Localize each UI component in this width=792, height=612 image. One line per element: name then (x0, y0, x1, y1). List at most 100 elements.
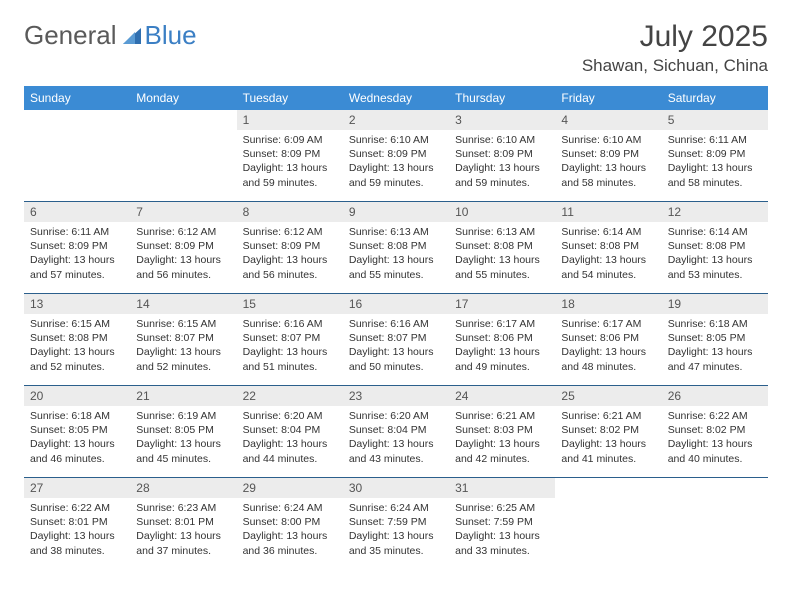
day-number: 20 (24, 386, 130, 406)
day-number: 12 (662, 202, 768, 222)
daylight-text: Daylight: 13 hours (349, 345, 443, 359)
daylight-text: Daylight: 13 hours (243, 437, 337, 451)
day-number: 17 (449, 294, 555, 314)
day-number (24, 110, 130, 130)
sunset-text: Sunset: 8:07 PM (136, 331, 230, 345)
daylight-text: Daylight: 13 hours (561, 437, 655, 451)
daylight-text: and 35 minutes. (349, 544, 443, 558)
day-number (555, 478, 661, 498)
day-number: 22 (237, 386, 343, 406)
day-detail-row: Sunrise: 6:11 AMSunset: 8:09 PMDaylight:… (24, 222, 768, 294)
sunset-text: Sunset: 8:09 PM (455, 147, 549, 161)
daylight-text: Daylight: 13 hours (243, 161, 337, 175)
logo-text-1: General (24, 20, 117, 51)
sunset-text: Sunset: 8:09 PM (243, 147, 337, 161)
sunrise-text: Sunrise: 6:12 AM (136, 225, 230, 239)
day-detail-cell (130, 130, 236, 202)
sunset-text: Sunset: 8:09 PM (30, 239, 124, 253)
day-detail-cell: Sunrise: 6:16 AMSunset: 8:07 PMDaylight:… (237, 314, 343, 386)
daylight-text: and 48 minutes. (561, 360, 655, 374)
day-header: Monday (130, 86, 236, 110)
daylight-text: and 59 minutes. (455, 176, 549, 190)
sunrise-text: Sunrise: 6:16 AM (243, 317, 337, 331)
sunrise-text: Sunrise: 6:13 AM (455, 225, 549, 239)
day-number: 25 (555, 386, 661, 406)
sunrise-text: Sunrise: 6:10 AM (455, 133, 549, 147)
day-number: 23 (343, 386, 449, 406)
day-number: 24 (449, 386, 555, 406)
sunset-text: Sunset: 8:06 PM (455, 331, 549, 345)
daylight-text: Daylight: 13 hours (243, 529, 337, 543)
daylight-text: and 41 minutes. (561, 452, 655, 466)
sunrise-text: Sunrise: 6:22 AM (668, 409, 762, 423)
day-detail-cell: Sunrise: 6:11 AMSunset: 8:09 PMDaylight:… (24, 222, 130, 294)
day-detail-cell: Sunrise: 6:24 AMSunset: 7:59 PMDaylight:… (343, 498, 449, 569)
day-detail-cell: Sunrise: 6:25 AMSunset: 7:59 PMDaylight:… (449, 498, 555, 569)
daylight-text: Daylight: 13 hours (349, 529, 443, 543)
daylight-text: and 54 minutes. (561, 268, 655, 282)
day-header: Wednesday (343, 86, 449, 110)
daylight-text: Daylight: 13 hours (30, 253, 124, 267)
daylight-text: and 51 minutes. (243, 360, 337, 374)
day-detail-cell: Sunrise: 6:10 AMSunset: 8:09 PMDaylight:… (343, 130, 449, 202)
day-detail-cell: Sunrise: 6:14 AMSunset: 8:08 PMDaylight:… (662, 222, 768, 294)
sunrise-text: Sunrise: 6:23 AM (136, 501, 230, 515)
day-header: Tuesday (237, 86, 343, 110)
daylight-text: and 44 minutes. (243, 452, 337, 466)
day-detail-cell: Sunrise: 6:18 AMSunset: 8:05 PMDaylight:… (662, 314, 768, 386)
day-detail-cell: Sunrise: 6:10 AMSunset: 8:09 PMDaylight:… (555, 130, 661, 202)
logo: General Blue (24, 20, 197, 51)
daylight-text: Daylight: 13 hours (349, 161, 443, 175)
day-detail-cell: Sunrise: 6:18 AMSunset: 8:05 PMDaylight:… (24, 406, 130, 478)
day-detail-cell: Sunrise: 6:14 AMSunset: 8:08 PMDaylight:… (555, 222, 661, 294)
day-number (662, 478, 768, 498)
daylight-text: and 57 minutes. (30, 268, 124, 282)
daylight-text: and 50 minutes. (349, 360, 443, 374)
logo-text-2: Blue (145, 20, 197, 51)
daylight-text: and 46 minutes. (30, 452, 124, 466)
sunrise-text: Sunrise: 6:18 AM (668, 317, 762, 331)
day-number: 3 (449, 110, 555, 130)
day-detail-cell: Sunrise: 6:15 AMSunset: 8:07 PMDaylight:… (130, 314, 236, 386)
day-number: 5 (662, 110, 768, 130)
daylight-text: Daylight: 13 hours (561, 345, 655, 359)
daylight-text: Daylight: 13 hours (561, 253, 655, 267)
title-block: July 2025 Shawan, Sichuan, China (582, 20, 768, 76)
day-number: 15 (237, 294, 343, 314)
daylight-text: Daylight: 13 hours (136, 253, 230, 267)
daylight-text: and 53 minutes. (668, 268, 762, 282)
day-detail-row: Sunrise: 6:18 AMSunset: 8:05 PMDaylight:… (24, 406, 768, 478)
day-detail-cell: Sunrise: 6:20 AMSunset: 8:04 PMDaylight:… (237, 406, 343, 478)
daylight-text: Daylight: 13 hours (136, 345, 230, 359)
day-detail-row: Sunrise: 6:15 AMSunset: 8:08 PMDaylight:… (24, 314, 768, 386)
day-header: Sunday (24, 86, 130, 110)
sunset-text: Sunset: 8:08 PM (668, 239, 762, 253)
sunset-text: Sunset: 8:07 PM (349, 331, 443, 345)
day-detail-row: Sunrise: 6:09 AMSunset: 8:09 PMDaylight:… (24, 130, 768, 202)
daylight-text: and 52 minutes. (30, 360, 124, 374)
sunset-text: Sunset: 8:00 PM (243, 515, 337, 529)
day-detail-cell: Sunrise: 6:15 AMSunset: 8:08 PMDaylight:… (24, 314, 130, 386)
header: General Blue July 2025 Shawan, Sichuan, … (24, 20, 768, 76)
sunset-text: Sunset: 8:08 PM (455, 239, 549, 253)
sunset-text: Sunset: 8:08 PM (30, 331, 124, 345)
daylight-text: and 59 minutes. (349, 176, 443, 190)
sunset-text: Sunset: 8:02 PM (668, 423, 762, 437)
day-number: 4 (555, 110, 661, 130)
sunset-text: Sunset: 8:02 PM (561, 423, 655, 437)
sunrise-text: Sunrise: 6:25 AM (455, 501, 549, 515)
sunset-text: Sunset: 8:01 PM (136, 515, 230, 529)
day-number: 6 (24, 202, 130, 222)
sunrise-text: Sunrise: 6:16 AM (349, 317, 443, 331)
day-detail-cell: Sunrise: 6:24 AMSunset: 8:00 PMDaylight:… (237, 498, 343, 569)
sunrise-text: Sunrise: 6:24 AM (349, 501, 443, 515)
sunset-text: Sunset: 8:08 PM (561, 239, 655, 253)
sunrise-text: Sunrise: 6:19 AM (136, 409, 230, 423)
daylight-text: and 33 minutes. (455, 544, 549, 558)
day-detail-cell: Sunrise: 6:11 AMSunset: 8:09 PMDaylight:… (662, 130, 768, 202)
day-header-row: Sunday Monday Tuesday Wednesday Thursday… (24, 86, 768, 110)
sunset-text: Sunset: 7:59 PM (349, 515, 443, 529)
calendar-table: Sunday Monday Tuesday Wednesday Thursday… (24, 86, 768, 569)
sunrise-text: Sunrise: 6:14 AM (561, 225, 655, 239)
daylight-text: and 56 minutes. (136, 268, 230, 282)
